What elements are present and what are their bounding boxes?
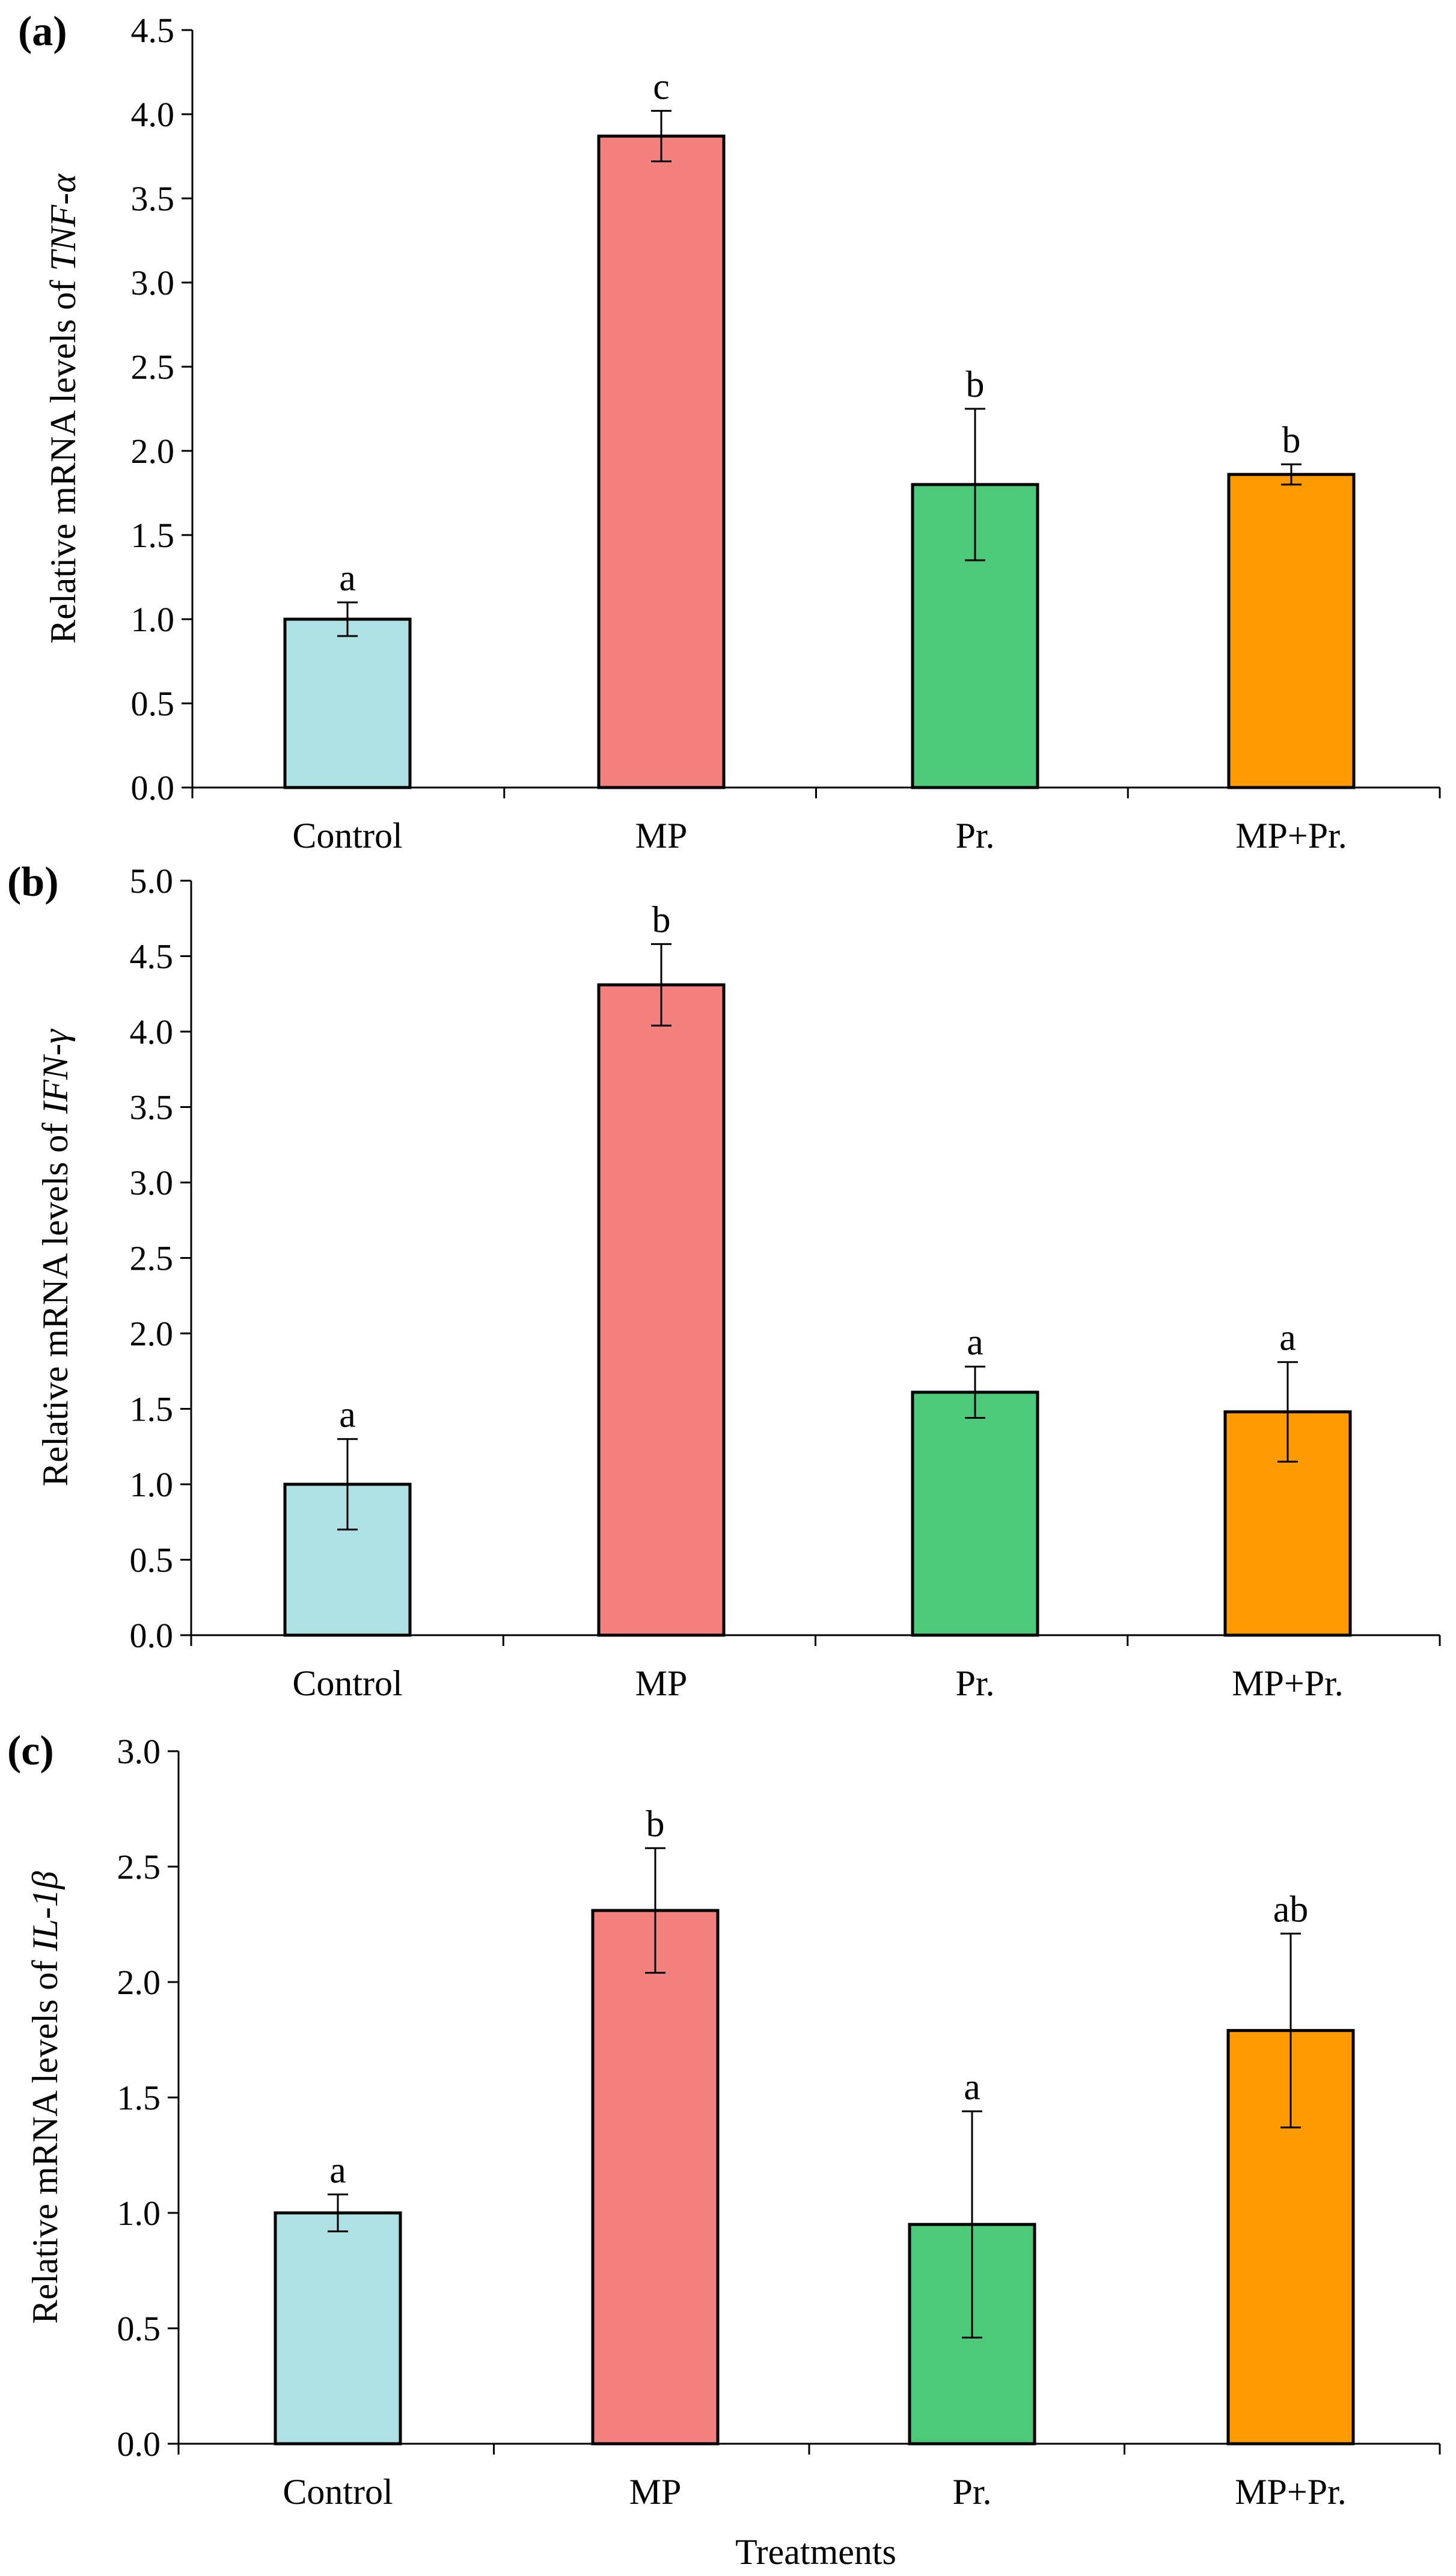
y-tick-label: 0.5 bbox=[117, 2309, 161, 2348]
x-category-label: MP bbox=[629, 2472, 682, 2512]
y-tick-label: 0.0 bbox=[131, 768, 175, 807]
x-category-label: Pr. bbox=[955, 816, 994, 855]
y-tick-label: 3.5 bbox=[130, 1088, 174, 1127]
significance-letter: a bbox=[964, 2067, 980, 2108]
y-axis-label-gene: TNF-α bbox=[43, 173, 83, 271]
significance-letter: c bbox=[653, 66, 670, 107]
x-category-label: Control bbox=[292, 1663, 402, 1703]
x-category-label: MP+Pr. bbox=[1232, 1663, 1344, 1703]
x-category-label: Control bbox=[292, 816, 402, 855]
y-tick-label: 3.0 bbox=[131, 263, 175, 302]
y-tick-label: 4.0 bbox=[131, 95, 175, 134]
chart-panel-1: 0.0 0.5 1.0 1.5 2.0 2.5 3.0 3.5 4.0 4.5 a Control c M… bbox=[18, 8, 1441, 855]
y-tick-label: 0.0 bbox=[130, 1616, 174, 1655]
y-axis-label: Relative mRNA levels of TNF-α bbox=[43, 173, 83, 644]
y-tick-label: 3.0 bbox=[117, 1732, 161, 1771]
significance-letter: ab bbox=[1273, 1889, 1309, 1930]
significance-letter: b bbox=[1282, 420, 1301, 460]
significance-letter: b bbox=[646, 1804, 665, 1844]
panel-label: (a) bbox=[18, 8, 67, 55]
chart-panel-3: 0.0 0.5 1.0 1.5 2.0 2.5 3.0 a Control b MP a Pr. ab MP… bbox=[7, 1728, 1441, 2512]
bar-mp bbox=[591, 1909, 720, 2446]
significance-letter: a bbox=[1279, 1318, 1296, 1359]
bar-pr bbox=[911, 1390, 1039, 1637]
bar-mp bbox=[597, 134, 726, 789]
panels: 0.0 0.5 1.0 1.5 2.0 2.5 3.0 3.5 4.0 4.5 a Control c M… bbox=[7, 8, 1441, 2512]
significance-letter: a bbox=[339, 558, 356, 599]
panel-label: (b) bbox=[7, 859, 59, 905]
y-tick-label: 2.0 bbox=[130, 1314, 174, 1353]
y-tick-label: 3.5 bbox=[131, 179, 175, 218]
panel-label: (c) bbox=[7, 1728, 54, 1774]
y-tick-label: 1.0 bbox=[130, 1465, 174, 1504]
y-axis-label: Relative mRNA levels of IFN-γ bbox=[35, 1029, 75, 1487]
y-axis-label-gene: IL-1β bbox=[25, 1871, 65, 1951]
y-axis-label-gene: IFN-γ bbox=[35, 1029, 75, 1115]
x-category-label: MP+Pr. bbox=[1235, 816, 1347, 855]
x-category-label: Pr. bbox=[955, 1663, 994, 1703]
significance-letter: a bbox=[329, 2150, 346, 2191]
y-tick-label: 1.5 bbox=[130, 1390, 174, 1429]
y-tick-label: 2.5 bbox=[130, 1239, 174, 1278]
y-tick-label: 1.0 bbox=[117, 2194, 161, 2233]
significance-letter: a bbox=[339, 1395, 356, 1436]
y-axis-label-prefix: Relative mRNA levels of bbox=[35, 1114, 75, 1487]
y-tick-label: 5.0 bbox=[130, 861, 174, 901]
y-tick-label: 1.5 bbox=[117, 2078, 161, 2117]
x-category-label: MP bbox=[635, 816, 688, 855]
y-tick-label: 4.0 bbox=[130, 1012, 174, 1051]
y-tick-label: 2.5 bbox=[117, 1847, 161, 1886]
y-tick-label: 1.0 bbox=[131, 600, 175, 639]
bar-control bbox=[283, 617, 412, 789]
significance-letter: b bbox=[966, 364, 985, 405]
y-tick-label: 2.5 bbox=[131, 347, 175, 387]
significance-letter: b bbox=[652, 899, 671, 940]
significance-letter: a bbox=[967, 1322, 983, 1363]
y-tick-label: 3.0 bbox=[130, 1163, 174, 1202]
bar-control bbox=[274, 2211, 402, 2446]
y-axis-label-prefix: Relative mRNA levels of bbox=[25, 1951, 65, 2324]
x-category-label: Pr. bbox=[952, 2472, 991, 2512]
x-category-label: MP+Pr. bbox=[1235, 2472, 1347, 2512]
x-category-label: Control bbox=[283, 2472, 393, 2512]
y-tick-label: 4.5 bbox=[130, 937, 174, 976]
y-axis-label: Relative mRNA levels of IL-1β bbox=[25, 1871, 65, 2324]
bar-mp bbox=[597, 983, 726, 1637]
y-tick-label: 2.0 bbox=[117, 1963, 161, 2002]
chart-panel-2: 0.0 0.5 1.0 1.5 2.0 2.5 3.0 3.5 4.0 4.5 5.0 a Contro… bbox=[7, 859, 1441, 1703]
y-tick-label: 0.0 bbox=[117, 2425, 161, 2464]
y-tick-label: 4.5 bbox=[131, 11, 175, 50]
y-tick-label: 1.5 bbox=[131, 516, 175, 555]
x-axis-title: Treatments bbox=[735, 2532, 896, 2572]
y-tick-label: 0.5 bbox=[130, 1541, 174, 1580]
y-axis-label-prefix: Relative mRNA levels of bbox=[43, 271, 83, 644]
y-tick-label: 2.0 bbox=[131, 432, 175, 471]
y-tick-label: 0.5 bbox=[131, 684, 175, 723]
bar-mp-pr bbox=[1227, 473, 1356, 789]
x-category-label: MP bbox=[635, 1663, 688, 1703]
